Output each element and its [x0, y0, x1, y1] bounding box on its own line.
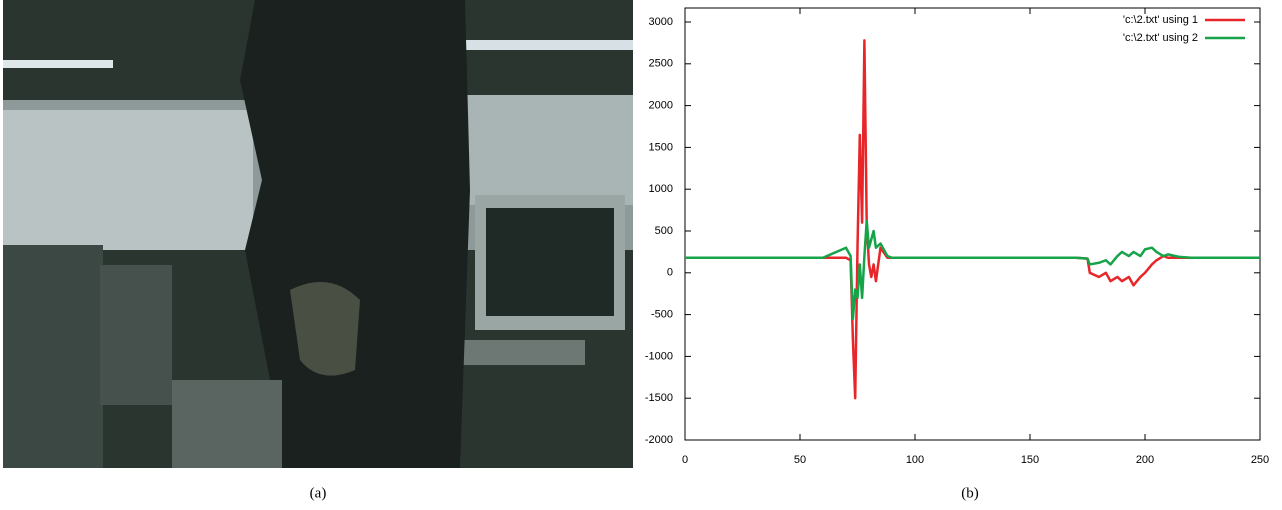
x-tick-label: 150 — [1021, 454, 1039, 466]
legend-label: 'c:\2.txt' using 2 — [1123, 32, 1198, 44]
line-series — [685, 221, 1260, 319]
y-tick-label: 2500 — [649, 58, 673, 70]
y-tick-label: 0 — [667, 267, 673, 279]
y-tick-label: -2000 — [645, 434, 673, 446]
y-tick-label: 1500 — [649, 141, 673, 153]
x-tick-label: 200 — [1136, 454, 1154, 466]
y-tick-label: 3000 — [649, 16, 673, 28]
caption: (a) — [310, 485, 327, 501]
plot-frame — [685, 8, 1260, 440]
x-tick-label: 100 — [906, 454, 924, 466]
y-tick-label: 500 — [655, 225, 673, 237]
line-series — [685, 40, 1260, 398]
x-tick-label: 50 — [794, 454, 806, 466]
y-tick-label: 1000 — [649, 183, 673, 195]
y-tick-label: 2000 — [649, 100, 673, 112]
photo — [3, 0, 633, 468]
page: {"captions": ["(a)", "(b)"], "chart_data… — [0, 0, 1282, 510]
caption: (b) — [961, 485, 979, 501]
y-tick-label: -1000 — [645, 350, 673, 362]
x-tick-label: 0 — [682, 454, 688, 466]
x-tick-label: 250 — [1251, 454, 1269, 466]
y-tick-label: -500 — [651, 309, 673, 321]
y-tick-label: -1500 — [645, 392, 673, 404]
legend-label: 'c:\2.txt' using 1 — [1123, 14, 1198, 26]
figure: (a) (b) -2000-1500-1000-5000500100015002… — [0, 0, 1282, 510]
